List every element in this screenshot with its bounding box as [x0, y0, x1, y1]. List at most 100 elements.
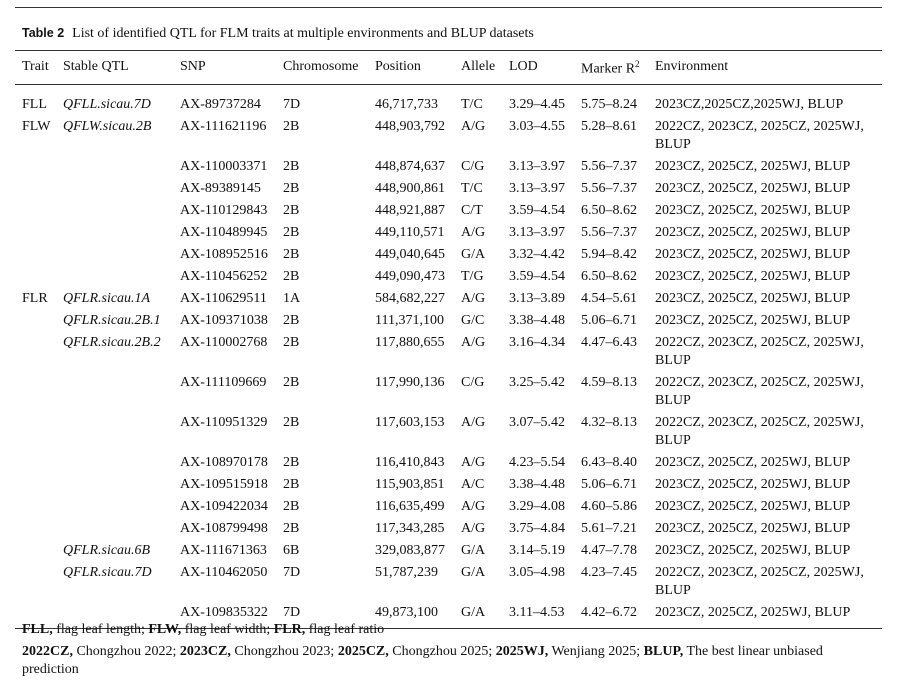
- table-row: AX-110003371 2B 448,874,637 C/G 3.13–3.97 5.5…: [15, 156, 882, 178]
- table-cell: 2B: [283, 374, 300, 390]
- table-cell: [63, 200, 180, 222]
- table-cell: 2B: [283, 498, 300, 514]
- table-cell: 448,874,637: [375, 158, 445, 174]
- table-cell: QFLR.sicau.6B: [63, 542, 151, 558]
- header-cell: SNP: [180, 50, 283, 85]
- table-cell: 5.06–6.71: [581, 312, 637, 328]
- table-cell: 117,990,136: [375, 374, 445, 390]
- table-cell: [15, 518, 63, 540]
- table-cell: [15, 156, 63, 178]
- table-cell: 3.75–4.84: [509, 520, 565, 536]
- table-cell: 449,090,473: [375, 268, 445, 284]
- table-cell: 117,880,655: [375, 334, 445, 350]
- footnote-definition: Chongzhou 2025;: [392, 644, 493, 659]
- table-cell: T/C: [461, 180, 483, 196]
- table-cell: A/G: [461, 334, 486, 350]
- table-cell: 448,900,861: [375, 180, 445, 196]
- footnote-term: FLR,: [273, 622, 306, 637]
- table-cell: 3.13–3.89: [509, 290, 565, 306]
- footnote-term: 2023CZ,: [179, 644, 231, 659]
- table-cell: AX-110129843: [180, 202, 268, 218]
- table-cell: 2023CZ, 2025CZ, 2025WJ, BLUP: [655, 158, 851, 174]
- table-cell: 7D: [283, 564, 301, 580]
- table-cell: 3.07–5.42: [509, 414, 565, 430]
- table-cell: 2023CZ, 2025CZ, 2025WJ, BLUP: [655, 542, 851, 558]
- table-cell: [15, 562, 63, 602]
- table-row: AX-111109669 2B 117,990,136 C/G 3.25–5.42 4.5…: [15, 372, 882, 412]
- table-cell: 2022CZ, 2023CZ, 2025CZ, 2025WJ, BLUP: [655, 374, 864, 408]
- table-cell: QFLL.sicau.7D: [63, 96, 151, 112]
- footnote-definition: flag leaf length;: [56, 622, 145, 637]
- table-cell: 2B: [283, 158, 300, 174]
- header-cell: Environment: [655, 50, 882, 85]
- table-cell: 3.59–4.54: [509, 268, 565, 284]
- table-cell: 2B: [283, 414, 300, 430]
- table-cell: 449,040,645: [375, 246, 445, 262]
- table-cell: 2022CZ, 2023CZ, 2025CZ, 2025WJ, BLUP: [655, 118, 864, 152]
- table-cell: A/G: [461, 224, 486, 240]
- table-cell: 5.75–8.24: [581, 96, 637, 112]
- table-row: FLR QFLR.sicau.1A AX-110629511 1A 584,682,22…: [15, 288, 882, 310]
- table-row: AX-109422034 2B 116,635,499 A/G 3.29–4.08 4.6…: [15, 496, 882, 518]
- footnote-definition: flag leaf ratio: [308, 622, 385, 637]
- table-cell: 2023CZ, 2025CZ, 2025WJ, BLUP: [655, 224, 851, 240]
- table-cell: FLW: [22, 118, 51, 134]
- table-cell: [15, 178, 63, 200]
- header-cell: Marker R2: [581, 50, 655, 85]
- table-cell: [15, 474, 63, 496]
- table-cell: AX-89737284: [180, 96, 261, 112]
- header-cell: LOD: [509, 50, 581, 85]
- table-cell: AX-109515918: [180, 476, 268, 492]
- table-cell: 2023CZ, 2025CZ, 2025WJ, BLUP: [655, 476, 851, 492]
- table-cell: AX-111109669: [180, 374, 267, 390]
- caption-label: Table 2: [22, 26, 65, 40]
- caption-text: List of identified QTL for FLM traits at…: [72, 26, 534, 41]
- table-cell: 2B: [283, 180, 300, 196]
- table-cell: 3.05–4.98: [509, 564, 565, 580]
- table-row: AX-109835322 7D 49,873,100 G/A 3.11–4.53 4.42…: [15, 601, 882, 629]
- footnote-definition: Chongzhou 2023;: [234, 644, 335, 659]
- table-cell: 2023CZ, 2025CZ, 2025WJ, BLUP: [655, 290, 851, 306]
- table-cell: 4.47–7.78: [581, 542, 637, 558]
- header-cell: Position: [375, 50, 461, 85]
- table-cell: 5.56–7.37: [581, 180, 637, 196]
- table-cell: 46,717,733: [375, 96, 438, 112]
- table-cell: AX-89389145: [180, 180, 261, 196]
- table-cell: 2B: [283, 476, 300, 492]
- table-cell: 449,110,571: [375, 224, 445, 240]
- table-cell: 2023CZ, 2025CZ, 2025WJ, BLUP: [655, 202, 851, 218]
- table-cell: 115,903,851: [375, 476, 445, 492]
- table-row: AX-89389145 2B 448,900,861 T/C 3.13–3.97 5.56…: [15, 178, 882, 200]
- table-cell: A/G: [461, 290, 486, 306]
- table-cell: 3.25–5.42: [509, 374, 565, 390]
- caption: Table 2 List of identified QTL for FLM tr…: [22, 26, 534, 42]
- table-row: FLW QFLW.sicau.2B AX-111621196 2B 448,903,79…: [15, 116, 882, 156]
- table-cell: 3.13–3.97: [509, 180, 565, 196]
- table-row: AX-110951329 2B 117,603,153 A/G 3.07–5.42 4.3…: [15, 412, 882, 452]
- table-cell: 2B: [283, 454, 300, 470]
- table-cell: 2B: [283, 224, 300, 240]
- table-cell: 5.06–6.71: [581, 476, 637, 492]
- table-cell: 6.43–8.40: [581, 454, 637, 470]
- header-cell: Allele: [461, 50, 509, 85]
- table-cell: [15, 310, 63, 332]
- table-cell: AX-110489945: [180, 224, 268, 240]
- table-row: QFLR.sicau.2B.2 AX-110002768 2B 117,880,655…: [15, 332, 882, 372]
- table-cell: A/G: [461, 118, 486, 134]
- table-cell: AX-108799498: [180, 520, 268, 536]
- table-cell: 329,083,877: [375, 542, 445, 558]
- table-cell: AX-111671363: [180, 542, 267, 558]
- table-cell: 4.54–5.61: [581, 290, 637, 306]
- table-cell: 1A: [283, 290, 301, 306]
- table-cell: QFLR.sicau.2B.1: [63, 312, 161, 328]
- table-cell: 3.32–4.42: [509, 246, 565, 262]
- table-body: FLL QFLL.sicau.7D AX-89737284 7D 46,717,733 T…: [15, 84, 882, 629]
- table-cell: 2023CZ, 2025CZ, 2025WJ, BLUP: [655, 180, 851, 196]
- table-cell: 448,903,792: [375, 118, 445, 134]
- table-cell: 5.94–8.42: [581, 246, 637, 262]
- table-cell: 2023CZ, 2025CZ, 2025WJ, BLUP: [655, 246, 851, 262]
- table-cell: 116,635,499: [375, 498, 445, 514]
- table-cell: [15, 332, 63, 372]
- table-row: AX-110456252 2B 449,090,473 T/G 3.59–4.54 6.5…: [15, 266, 882, 288]
